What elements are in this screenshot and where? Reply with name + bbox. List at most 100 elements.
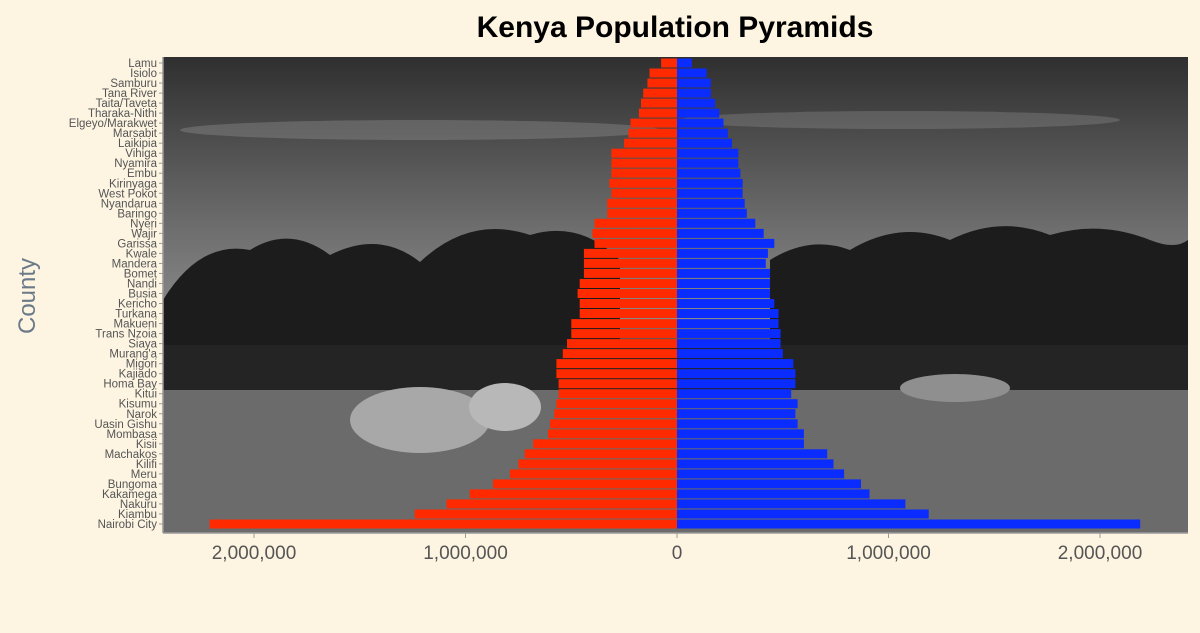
y-tick-label: Kiambu — [118, 509, 157, 521]
x-tick-label: 1,000,000 — [423, 543, 508, 564]
bar-left-bungoma — [493, 479, 677, 489]
bar-right-bungoma — [677, 479, 861, 489]
y-tick-label: Nyamira — [114, 158, 157, 170]
bar-left-trans-nzoia — [571, 329, 678, 339]
bar-right-marsabit — [677, 128, 728, 138]
bar-left-baringo — [607, 208, 677, 218]
bar-right-isiolo — [677, 68, 707, 78]
y-tick-label: Uasin Gishu — [94, 419, 157, 431]
y-tick-label: Baringo — [117, 208, 157, 220]
bar-left-embu — [611, 168, 677, 178]
bar-left-taita-taveta — [641, 98, 677, 108]
bar-right-kisumu — [677, 399, 798, 409]
y-tick-label: Nyandarua — [101, 198, 158, 210]
bar-left-mandera — [583, 258, 677, 268]
bar-left-homa-bay — [558, 379, 677, 389]
bar-left-samburu — [647, 78, 677, 88]
x-axis-ticks: 2,000,000 1,000,000 0 1,000,000 2,000,000 — [212, 533, 1142, 564]
bar-left-kericho — [579, 299, 677, 308]
bar-left-meru — [509, 469, 677, 479]
y-tick-label: Kirinyaga — [109, 178, 158, 190]
bar-right-bomet — [677, 268, 771, 278]
bar-left-isiolo — [649, 68, 677, 78]
bar-right-kakamega — [677, 489, 870, 499]
bar-left-busia — [577, 289, 677, 298]
bar-right-kitui — [677, 389, 792, 399]
y-axis-label: County — [14, 258, 41, 334]
y-tick-label: Isiolo — [130, 68, 157, 80]
bar-right-vihiga — [677, 148, 739, 158]
bar-right-mandera — [677, 258, 766, 268]
bar-left-makueni — [571, 319, 678, 329]
y-tick-label: Nakuru — [120, 499, 157, 511]
bar-right-nyamira — [677, 158, 739, 168]
y-tick-label: Kisumu — [119, 399, 157, 411]
bar-right-uasin-gishu — [677, 419, 798, 429]
y-tick-label: Elgeyo/Marakwet — [69, 118, 158, 130]
bar-left-tana-river — [643, 88, 677, 98]
y-tick-label: Nairobi City — [98, 519, 158, 531]
bar-left-kakamega — [469, 489, 677, 499]
y-tick-label: Laikipia — [118, 138, 158, 150]
bar-right-samburu — [677, 78, 711, 88]
y-tick-label: Kilifi — [136, 459, 157, 471]
bar-left-nyandarua — [607, 198, 677, 208]
bar-right-narok — [677, 409, 796, 419]
y-axis-ticks: Nairobi CityKiambuNakuruKakamegaBungomaM… — [69, 58, 163, 531]
y-tick-label: Taita/Taveta — [96, 98, 158, 110]
bar-right-tana-river — [677, 88, 711, 98]
bar-left-kisii — [533, 439, 677, 449]
bar-left-murang-a — [562, 349, 677, 359]
bar-right-nakuru — [677, 499, 906, 509]
bar-right-murang-a — [677, 349, 783, 359]
elephant-icon — [350, 387, 490, 453]
bar-left-wajir — [592, 228, 677, 238]
bar-right-siaya — [677, 339, 781, 349]
bar-right-west-pokot — [677, 188, 743, 198]
bar-left-kwale — [583, 248, 677, 258]
bar-left-nandi — [579, 279, 677, 288]
bar-right-mombasa — [677, 429, 804, 439]
elephant-icon — [900, 374, 1010, 402]
bar-right-taita-taveta — [677, 98, 716, 108]
y-tick-label: Embu — [127, 168, 157, 180]
bar-left-tharaka-nithi — [638, 108, 677, 118]
bar-right-kilifi — [677, 459, 834, 469]
bar-right-kericho — [677, 299, 775, 308]
bar-left-nyeri — [594, 218, 677, 228]
bar-right-wajir — [677, 228, 764, 238]
y-tick-label: Turkana — [115, 309, 157, 321]
bar-right-nyeri — [677, 218, 756, 228]
bar-left-elgeyo-marakwet — [630, 118, 677, 128]
y-tick-label: Bomet — [124, 269, 158, 281]
y-tick-label: Meru — [131, 469, 157, 481]
y-tick-label: Lamu — [128, 58, 157, 70]
y-tick-label: Kisii — [136, 439, 157, 451]
bar-right-kirinyaga — [677, 178, 743, 188]
bar-right-elgeyo-marakwet — [677, 118, 724, 128]
bar-right-nairobi-city — [677, 519, 1141, 529]
y-tick-label: Samburu — [110, 78, 157, 90]
bar-right-homa-bay — [677, 379, 796, 389]
bar-left-laikipia — [624, 138, 677, 148]
y-tick-label: Wajir — [131, 228, 157, 240]
y-tick-label: Murang'a — [109, 349, 157, 361]
bar-right-nandi — [677, 279, 771, 288]
bar-left-nairobi-city — [209, 519, 677, 529]
bar-right-garissa — [677, 238, 775, 248]
bar-right-kwale — [677, 248, 768, 258]
bar-left-machakos — [524, 449, 677, 459]
bar-left-bomet — [583, 268, 677, 278]
x-tick-label: 0 — [672, 543, 683, 564]
y-tick-label: Kericho — [118, 299, 157, 311]
bar-right-laikipia — [677, 138, 732, 148]
bar-left-kirinyaga — [609, 178, 677, 188]
bar-left-marsabit — [628, 128, 677, 138]
y-tick-label: Siaya — [128, 339, 157, 351]
y-tick-label: Homa Bay — [103, 379, 157, 391]
bars-group — [209, 58, 1141, 529]
bar-right-tharaka-nithi — [677, 108, 720, 118]
bar-left-kajiado — [556, 369, 677, 379]
